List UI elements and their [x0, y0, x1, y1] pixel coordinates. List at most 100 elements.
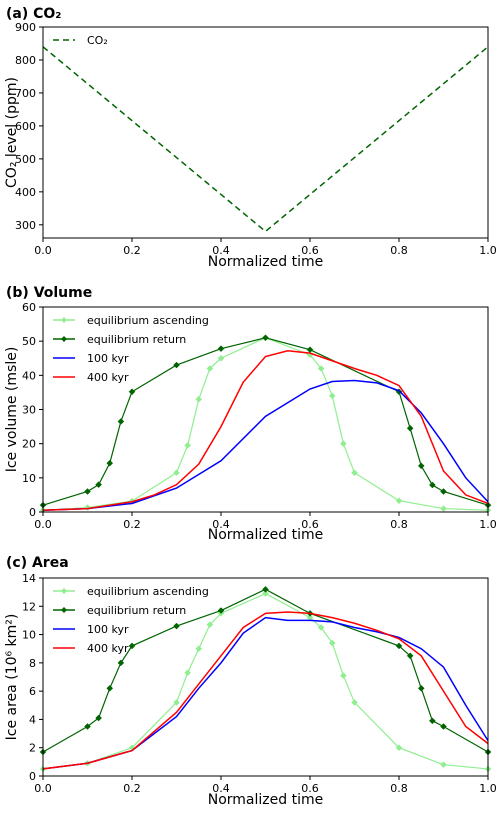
y-tick-label: 20 [22, 438, 36, 451]
x-tick-label: 0.0 [34, 518, 52, 531]
y-tick-label: 50 [22, 335, 36, 348]
x-tick-label: 1.0 [479, 782, 497, 795]
data-point [317, 624, 325, 631]
data-point [128, 642, 136, 650]
series-line-4 [42, 349, 489, 512]
legend-label: 100 kyr [87, 352, 129, 365]
data-point [440, 488, 447, 495]
y-tick-label: 60 [22, 301, 36, 314]
y-tick-label: 900 [15, 21, 36, 34]
y-tick-label: 8 [29, 657, 36, 670]
data-point [195, 645, 203, 653]
data-point [440, 761, 447, 769]
x-axis-label: Normalized time [208, 792, 323, 808]
panel-3: (c) Area 0.0 0.2 0.4 0.6 0.8 1.0 0 2 4 6 8 10 12 14 Nor… [4, 555, 497, 808]
data-point [429, 481, 436, 489]
y-tick-label: 30 [22, 404, 36, 417]
y-tick-label: 2 [29, 742, 36, 755]
legend-marker [61, 607, 67, 613]
data-point [351, 699, 358, 706]
legend-label: equilibrium ascending [87, 585, 209, 598]
legend: CO₂ [53, 34, 108, 47]
y-axis-label: CO₂ level (ppm) [4, 77, 20, 188]
x-tick-label: 0.0 [34, 782, 52, 795]
x-tick-label: 0.4 [212, 518, 230, 531]
x-tick-label: 0.8 [390, 244, 408, 257]
series-line-3 [42, 379, 489, 512]
data-point [173, 469, 180, 477]
data-point [217, 354, 225, 362]
y-tick-label: 14 [22, 572, 36, 585]
data-point [106, 459, 114, 467]
legend-label: equilibrium ascending [87, 314, 209, 327]
panel-2: (b) Volume 0.0 0.2 0.4 0.6 0.8 1.0 0 10 20 30 40 50 6… [4, 285, 497, 543]
data-point [195, 395, 203, 403]
panel-1: (a) CO₂ 0.0 0.2 0.4 0.6 0.8 1.0 300 400 500 600 700… [4, 6, 497, 270]
x-tick-label: 1.0 [479, 244, 497, 257]
x-tick-label: 1.0 [479, 518, 497, 531]
data-point [395, 642, 403, 650]
legend-label: equilibrium return [87, 333, 186, 346]
y-axis-label: Ice area (10⁶ km²) [4, 614, 20, 741]
y-tick-label: 500 [15, 153, 36, 166]
data-point [206, 621, 214, 629]
y-tick-label: 10 [22, 629, 36, 642]
series-line-4 [42, 611, 489, 770]
plot-frame [42, 26, 489, 239]
data-point [328, 639, 336, 647]
data-point [184, 669, 191, 677]
series-line-2 [42, 588, 489, 753]
y-tick-label: 400 [15, 186, 36, 199]
x-tick-label: 0.0 [34, 244, 52, 257]
y-tick-label: 0 [29, 506, 36, 519]
data-point [440, 723, 447, 730]
data-point [351, 469, 358, 477]
series-line-2 [42, 337, 489, 506]
data-point [106, 684, 114, 692]
data-point [117, 659, 125, 667]
x-tick-label: 0.6 [301, 518, 319, 531]
legend-label: CO₂ [87, 34, 108, 47]
data-point [173, 361, 180, 369]
y-tick-label: 800 [15, 54, 36, 67]
data-point [173, 699, 180, 706]
data-point [406, 424, 414, 432]
data-point [262, 334, 269, 342]
y-tick-label: 300 [15, 219, 36, 232]
panel-title: (b) Volume [6, 285, 92, 301]
data-point [429, 717, 436, 725]
y-tick-label: 12 [22, 600, 36, 613]
series-line-1 [42, 592, 489, 770]
data-point [417, 462, 425, 470]
x-tick-label: 0.4 [212, 244, 230, 257]
data-point [406, 652, 414, 660]
panel-title: (c) Area [6, 555, 69, 571]
y-tick-label: 40 [22, 369, 36, 382]
data-point [206, 365, 214, 372]
data-point [84, 488, 91, 495]
plot-frame [42, 577, 489, 777]
x-tick-label: 0.2 [123, 782, 141, 795]
x-tick-label: 0.8 [390, 518, 408, 531]
data-point [417, 684, 425, 692]
y-tick-label: 700 [15, 87, 36, 100]
data-point [184, 442, 191, 449]
data-point [217, 607, 225, 614]
y-tick-label: 600 [15, 120, 36, 133]
data-point [440, 505, 447, 512]
data-point [128, 388, 136, 396]
data-point [117, 418, 125, 425]
data-point [340, 672, 347, 679]
legend-marker [61, 588, 67, 594]
x-tick-label: 0.6 [301, 782, 319, 795]
y-tick-label: 6 [29, 685, 36, 698]
legend-label: 100 kyr [87, 623, 129, 636]
series-line-1 [42, 46, 489, 233]
legend: equilibrium ascending equilibrium return 1… [53, 314, 209, 384]
data-point [306, 346, 314, 354]
legend-label: 400 kyr [87, 642, 129, 655]
data-point [262, 590, 269, 597]
x-tick-label: 0.2 [123, 518, 141, 531]
x-tick-label: 0.6 [301, 244, 319, 257]
